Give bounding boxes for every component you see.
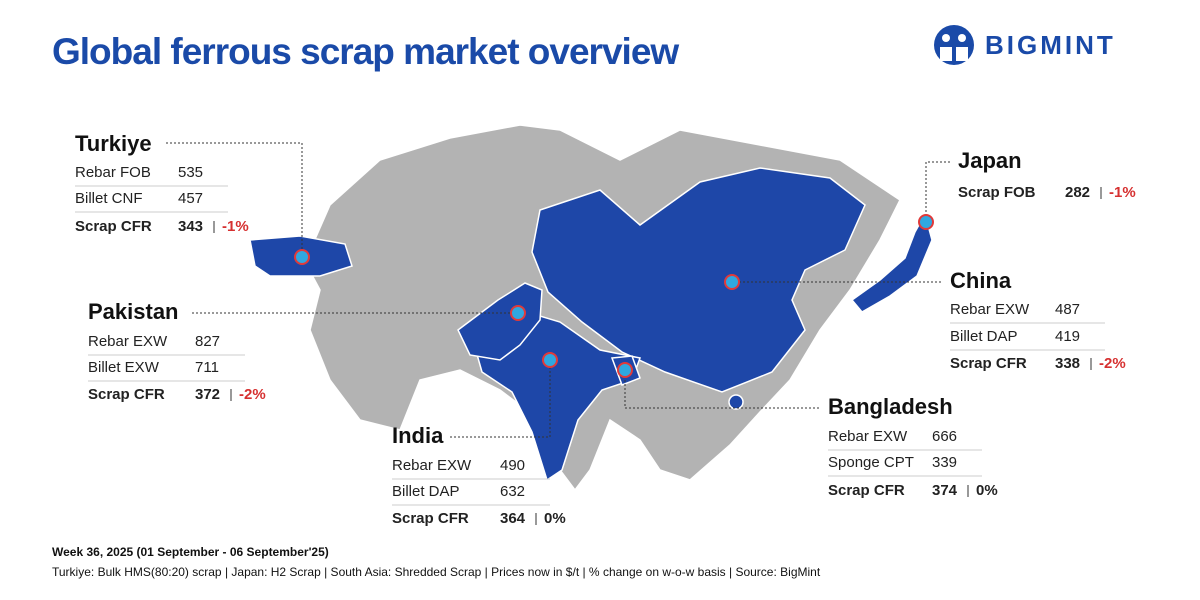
- region-name: Pakistan: [88, 299, 179, 324]
- product-label: Billet EXW: [88, 359, 160, 376]
- product-label: Billet DAP: [950, 328, 1018, 345]
- price: 338: [1055, 355, 1080, 372]
- price: 487: [1055, 301, 1080, 318]
- change: -1%: [222, 218, 249, 235]
- product-label: Sponge CPT: [828, 454, 914, 471]
- price: 827: [195, 333, 220, 350]
- product-label: Rebar EXW: [828, 428, 908, 445]
- price: 372: [195, 386, 220, 403]
- change: -1%: [1109, 184, 1136, 201]
- change: -2%: [239, 386, 266, 403]
- product-label: Billet CNF: [75, 190, 143, 207]
- product-label: Rebar EXW: [88, 333, 168, 350]
- region-name: Turkiye: [75, 131, 152, 156]
- product-label: Billet DAP: [392, 483, 460, 500]
- price: 457: [178, 190, 203, 207]
- price: 282: [1065, 184, 1090, 201]
- product-label: Scrap CFR: [392, 510, 469, 527]
- product-label: Rebar EXW: [392, 457, 472, 474]
- region-name: India: [392, 423, 444, 448]
- leaders: [166, 142, 950, 438]
- product-label: Scrap FOB: [958, 184, 1036, 201]
- title: Global ferrous scrap market overview: [52, 31, 679, 72]
- footer-period: Week 36, 2025 (01 September - 06 Septemb…: [52, 545, 329, 559]
- product-label: Scrap CFR: [950, 355, 1027, 372]
- product-label: Rebar FOB: [75, 164, 151, 181]
- logo-text: BIGMINT: [985, 30, 1116, 60]
- product-label: Scrap CFR: [828, 482, 905, 499]
- change: 0%: [544, 510, 566, 527]
- markers: [294, 214, 934, 378]
- footer-notes: Turkiye: Bulk HMS(80:20) scrap | Japan: …: [52, 565, 821, 579]
- price: 666: [932, 428, 957, 445]
- map: [249, 124, 933, 492]
- price: 535: [178, 164, 203, 181]
- logo: BIGMINT: [934, 25, 1116, 65]
- product-label: Rebar EXW: [950, 301, 1030, 318]
- price: 490: [500, 457, 525, 474]
- price: 711: [195, 359, 219, 376]
- price: 339: [932, 454, 957, 471]
- region-name: Bangladesh: [828, 394, 953, 419]
- region-name: Japan: [958, 148, 1022, 173]
- price: 343: [178, 218, 203, 235]
- product-label: Scrap CFR: [88, 386, 165, 403]
- change: -2%: [1099, 355, 1126, 372]
- product-label: Scrap CFR: [75, 218, 152, 235]
- price: 419: [1055, 328, 1080, 345]
- region-name: China: [950, 268, 1012, 293]
- change: 0%: [976, 482, 998, 499]
- price: 374: [932, 482, 958, 499]
- price: 364: [500, 510, 526, 527]
- price: 632: [500, 483, 525, 500]
